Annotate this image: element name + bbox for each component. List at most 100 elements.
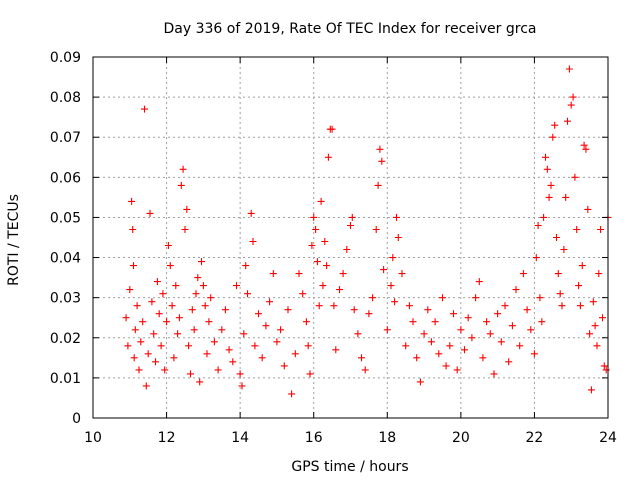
data-point (494, 310, 502, 318)
data-point (450, 310, 457, 318)
data-point (599, 314, 606, 322)
data-point (299, 290, 307, 298)
data-point (214, 366, 222, 374)
data-point (472, 294, 480, 302)
data-point (319, 282, 327, 290)
data-point (402, 342, 410, 350)
data-point (534, 222, 542, 229)
data-point (185, 342, 193, 350)
data-point (336, 286, 343, 294)
data-point (203, 350, 211, 358)
data-point (198, 258, 205, 266)
data-point (128, 197, 136, 205)
data-point (387, 282, 395, 290)
data-point (183, 205, 191, 213)
data-point (348, 213, 356, 221)
data-point (516, 342, 524, 350)
data-point (442, 362, 450, 370)
data-point (210, 338, 218, 346)
data-point (155, 310, 163, 318)
data-point (591, 322, 599, 330)
data-point (321, 238, 329, 245)
data-point (378, 157, 386, 165)
data-point (586, 330, 594, 338)
data-point (358, 354, 365, 362)
data-point (328, 125, 336, 133)
data-point (339, 270, 347, 278)
data-point (313, 258, 321, 266)
data-point (152, 358, 159, 366)
data-point (302, 318, 310, 326)
data-point (273, 338, 281, 346)
data-point (575, 282, 583, 290)
data-point (317, 197, 325, 205)
x-axis-label: GPS time / hours (291, 459, 408, 475)
data-point (249, 238, 257, 245)
data-point (310, 213, 318, 221)
data-point (593, 342, 601, 350)
data-point (236, 370, 244, 378)
data-point (304, 342, 312, 350)
data-point (405, 302, 413, 310)
data-point (394, 234, 402, 241)
data-point (389, 254, 397, 262)
data-point (479, 354, 487, 362)
data-point (597, 226, 605, 233)
data-point (564, 117, 571, 125)
data-point (168, 302, 176, 310)
data-point (547, 181, 555, 189)
data-point (416, 378, 424, 386)
x-tick-label: 20 (452, 430, 470, 446)
data-point (242, 262, 250, 270)
data-point (398, 270, 406, 278)
data-point (192, 290, 200, 298)
data-point (582, 145, 590, 153)
data-point (508, 322, 516, 330)
data-point (569, 93, 577, 101)
x-tick-label: 14 (231, 430, 249, 446)
data-point (312, 226, 320, 233)
data-point (295, 270, 303, 278)
y-tick-label: 0.01 (50, 371, 81, 387)
data-point (177, 181, 185, 189)
data-point (175, 314, 183, 322)
y-tick-label: 0.05 (50, 210, 81, 226)
data-point (391, 298, 399, 306)
data-point (142, 382, 150, 390)
data-point (519, 270, 527, 278)
data-point (427, 338, 435, 346)
data-point (122, 314, 130, 322)
data-point (532, 254, 540, 262)
data-point (558, 302, 566, 310)
axis-ticks: 10 12 14 16 18 20 22 24 0 0.01 0.02 0.03 0.04 0.05 0.0… (50, 50, 617, 446)
data-point (126, 286, 134, 294)
data-point (146, 209, 154, 217)
data-point (205, 318, 213, 326)
data-point (284, 306, 292, 314)
data-point (135, 366, 143, 374)
data-point (323, 262, 331, 270)
data-point (233, 282, 240, 290)
data-point (347, 222, 354, 229)
data-point (540, 213, 548, 221)
data-point (179, 165, 187, 173)
data-point (383, 326, 391, 334)
data-point (567, 101, 575, 109)
data-point (483, 318, 491, 326)
data-point (131, 326, 139, 334)
data-point (374, 181, 382, 189)
data-point (133, 302, 141, 310)
data-point (464, 314, 472, 322)
data-point (207, 294, 215, 302)
data-point (163, 318, 171, 326)
data-point (324, 153, 332, 161)
data-point (266, 298, 274, 306)
data-point (343, 246, 351, 253)
x-tick-label: 18 (378, 430, 396, 446)
y-axis-label: ROTI / TECUs (6, 194, 22, 286)
data-point (181, 226, 189, 233)
data-point (580, 141, 588, 149)
data-point (288, 390, 296, 398)
data-point (505, 358, 513, 366)
